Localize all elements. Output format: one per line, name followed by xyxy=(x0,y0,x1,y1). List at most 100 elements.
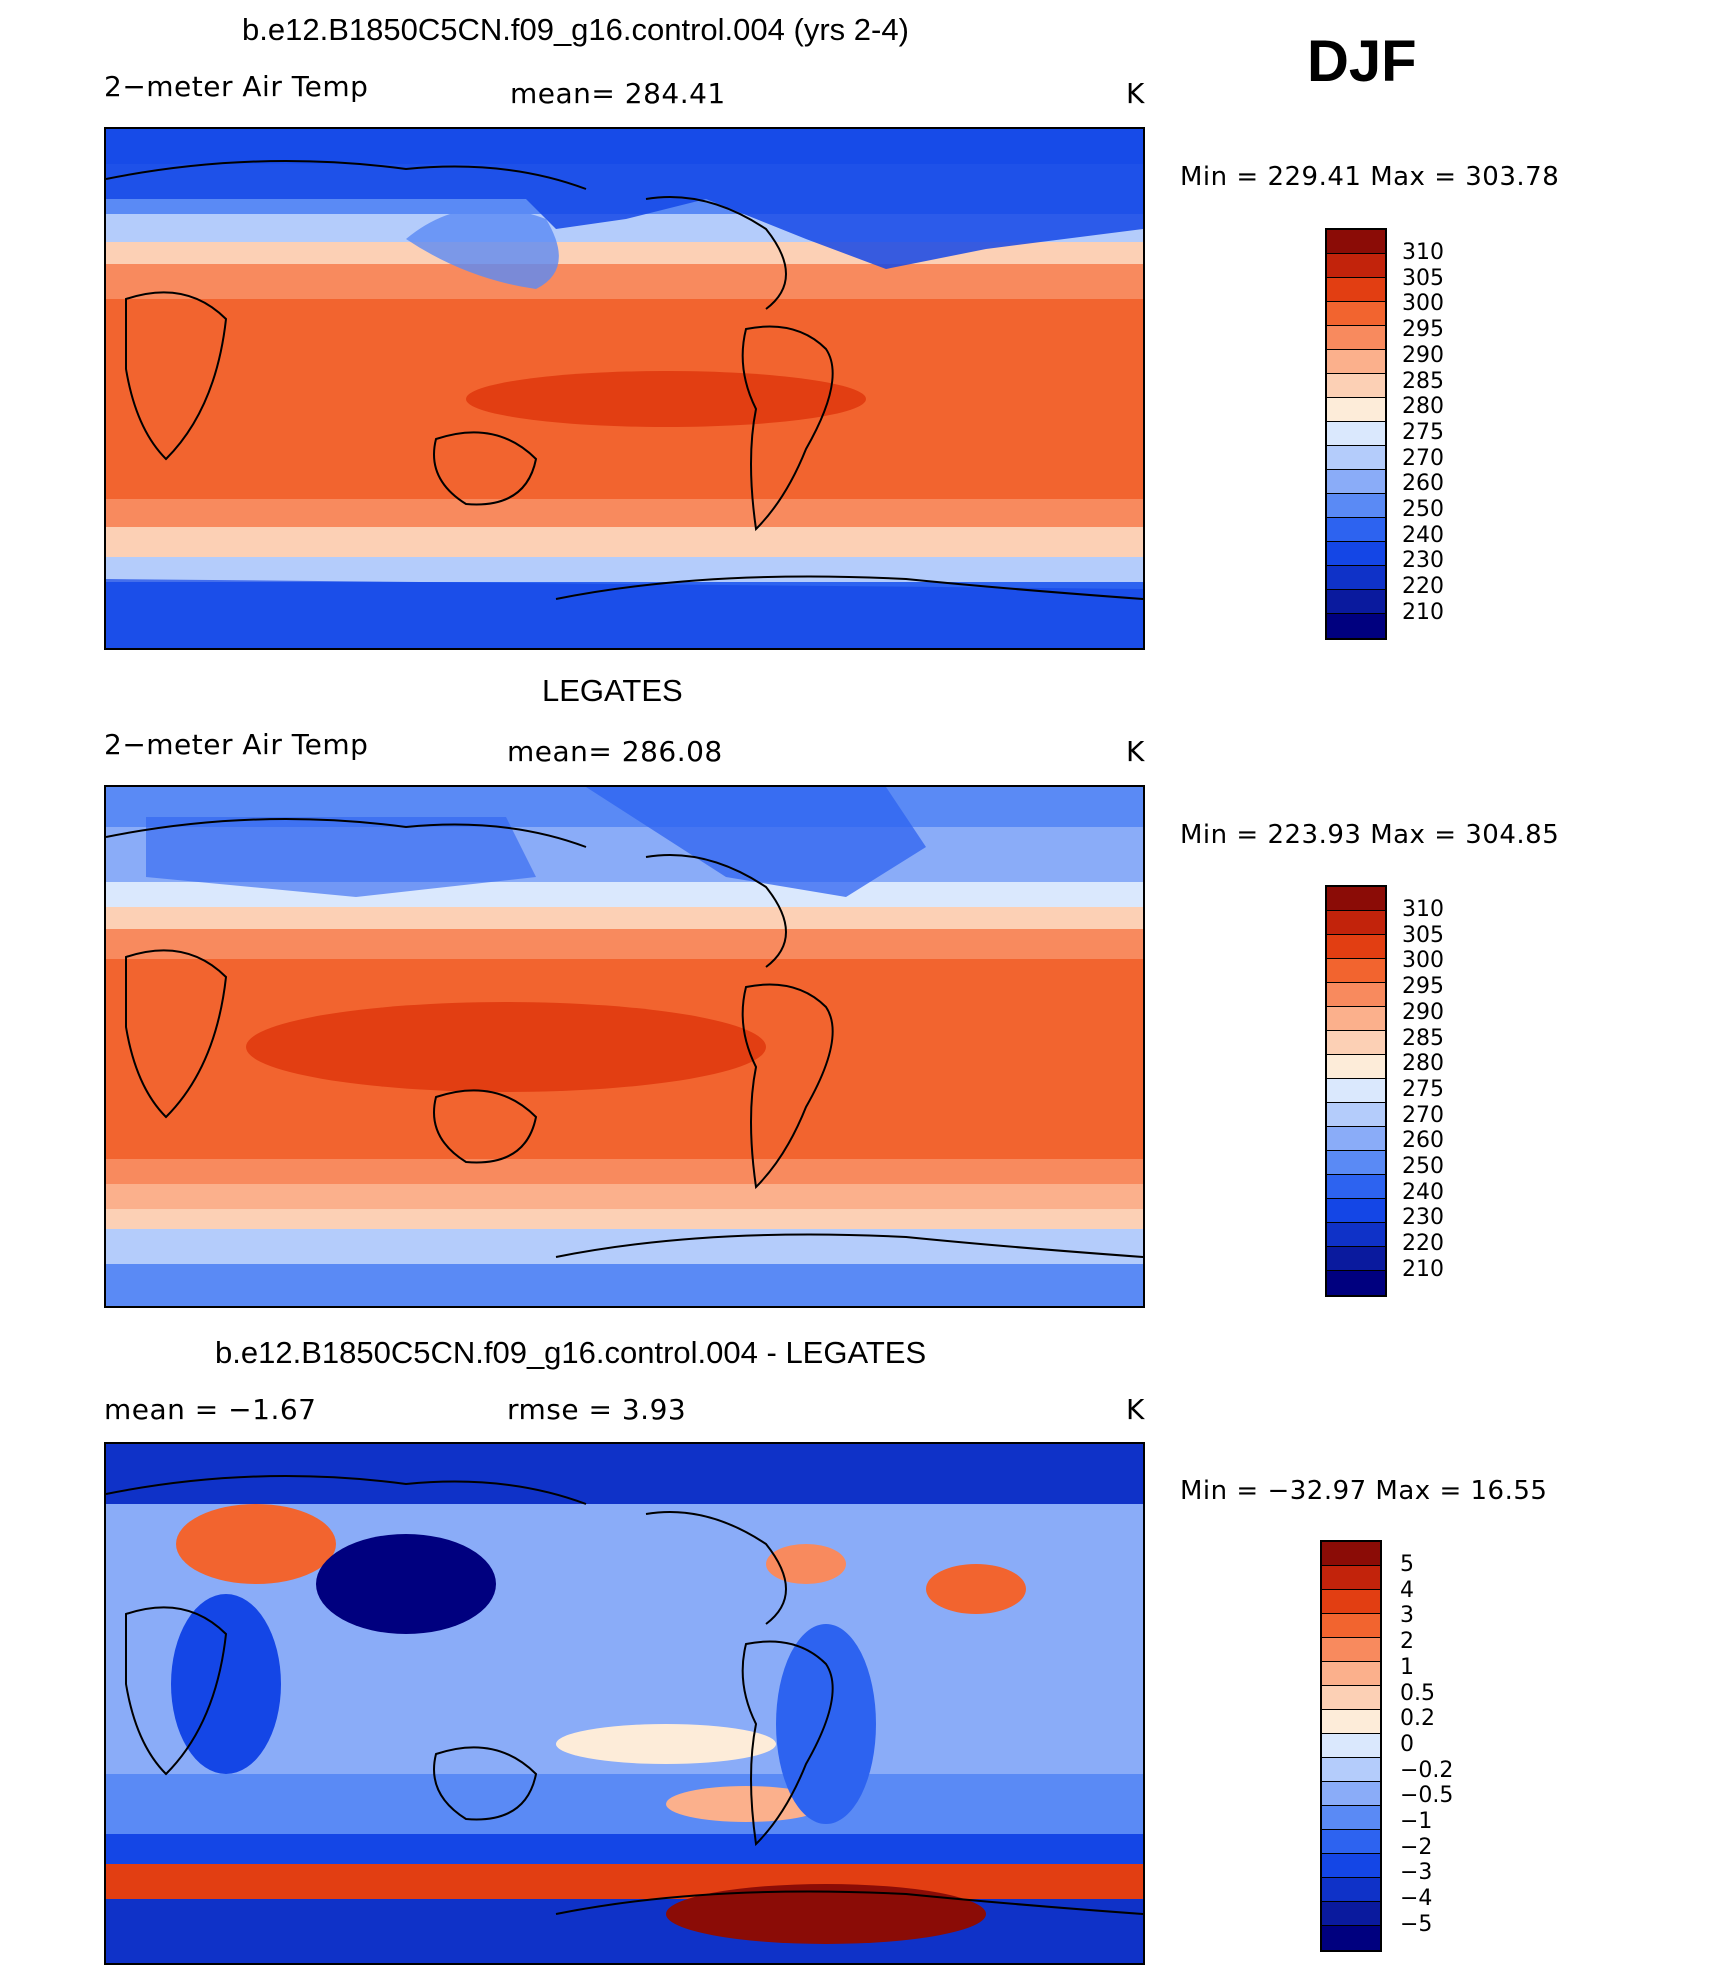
colorbar-swatch xyxy=(1322,1566,1380,1590)
colorbar-swatch xyxy=(1322,1734,1380,1758)
colorbar-swatch xyxy=(1322,1662,1380,1686)
colorbar-swatch xyxy=(1327,983,1385,1007)
panel3-colorbar xyxy=(1320,1540,1382,1952)
colorbar-label: 4 xyxy=(1400,1577,1414,1603)
panel1-colorbar-labels: 310 305 300 295 290 285 280 275 270 260 … xyxy=(1402,240,1482,630)
colorbar-label: 270 xyxy=(1402,1102,1444,1128)
colorbar-label: 250 xyxy=(1402,1154,1444,1179)
panel3-colorbar-labels: 5 4 3 2 1 0.5 0.2 0 −0.2 −0.5 −1 −2 −3 −… xyxy=(1400,1552,1480,1942)
colorbar-swatch xyxy=(1327,887,1385,911)
colorbar-swatch xyxy=(1327,1247,1385,1271)
colorbar-label: 210 xyxy=(1402,1256,1444,1282)
colorbar-swatch xyxy=(1327,1151,1385,1175)
panel1-colorbar xyxy=(1325,228,1387,640)
colorbar-label: −4 xyxy=(1400,1886,1433,1912)
panel2-title: LEGATES xyxy=(542,673,683,708)
colorbar-label: 270 xyxy=(1402,445,1444,471)
colorbar-swatch xyxy=(1322,1782,1380,1806)
colorbar-label: 260 xyxy=(1402,471,1444,497)
colorbar-label: 310 xyxy=(1402,240,1444,265)
colorbar-swatch xyxy=(1327,302,1385,326)
colorbar-swatch xyxy=(1327,1007,1385,1031)
colorbar-swatch xyxy=(1327,542,1385,566)
panel2-units-label: K xyxy=(1126,735,1145,768)
panel3-units-label: K xyxy=(1126,1393,1145,1426)
colorbar-label: 0 xyxy=(1400,1731,1414,1757)
panel1-title: b.e12.B1850C5CN.f09_g16.control.004 (yrs… xyxy=(242,12,909,47)
colorbar-swatch xyxy=(1327,446,1385,470)
colorbar-swatch xyxy=(1327,1103,1385,1127)
colorbar-swatch xyxy=(1322,1590,1380,1614)
colorbar-swatch xyxy=(1327,422,1385,446)
panel1-map xyxy=(104,127,1145,650)
panel3-mean-label: mean = −1.67 xyxy=(104,1393,317,1426)
colorbar-label: 5 xyxy=(1400,1552,1414,1577)
colorbar-label: 0.5 xyxy=(1400,1680,1435,1706)
panel2-map-field xyxy=(106,787,1143,1306)
colorbar-label: 3 xyxy=(1400,1603,1414,1629)
colorbar-label: 295 xyxy=(1402,317,1444,343)
panel1-units-label: K xyxy=(1126,77,1145,110)
panel2-colorbar xyxy=(1325,885,1387,1297)
panel2-colorbar-labels: 310 305 300 295 290 285 280 275 270 260 … xyxy=(1402,897,1482,1287)
colorbar-label: 250 xyxy=(1402,497,1444,522)
colorbar-swatch xyxy=(1322,1758,1380,1782)
colorbar-label: −2 xyxy=(1400,1834,1433,1860)
colorbar-label: 2 xyxy=(1400,1629,1414,1655)
colorbar-swatch xyxy=(1327,1031,1385,1055)
colorbar-swatch xyxy=(1327,230,1385,254)
colorbar-swatch xyxy=(1322,1542,1380,1566)
colorbar-label: 220 xyxy=(1402,574,1444,600)
colorbar-label: 290 xyxy=(1402,342,1444,368)
panel3-rmse-label: rmse = 3.93 xyxy=(507,1393,687,1426)
colorbar-label: 305 xyxy=(1402,922,1444,948)
panel3-map-field xyxy=(106,1444,1143,1963)
colorbar-label: 295 xyxy=(1402,974,1444,1000)
colorbar-swatch xyxy=(1327,1223,1385,1247)
colorbar-label: 1 xyxy=(1400,1654,1414,1680)
panel1-variable-label: 2−meter Air Temp xyxy=(104,70,369,103)
colorbar-swatch xyxy=(1322,1806,1380,1830)
colorbar-label: 230 xyxy=(1402,548,1444,574)
colorbar-swatch xyxy=(1322,1878,1380,1902)
colorbar-swatch xyxy=(1327,935,1385,959)
colorbar-label: −0.2 xyxy=(1400,1757,1454,1783)
colorbar-label: 240 xyxy=(1402,522,1444,548)
panel3-title: b.e12.B1850C5CN.f09_g16.control.004 - LE… xyxy=(215,1335,927,1370)
colorbar-label: 300 xyxy=(1402,291,1444,317)
colorbar-swatch xyxy=(1327,1271,1385,1295)
panel1-mean-label: mean= 284.41 xyxy=(510,77,726,110)
colorbar-swatch xyxy=(1327,350,1385,374)
panel3-minmax: Min = −32.97 Max = 16.55 xyxy=(1180,1476,1548,1506)
colorbar-label: 275 xyxy=(1402,1076,1444,1102)
colorbar-swatch xyxy=(1327,1055,1385,1079)
colorbar-label: 230 xyxy=(1402,1205,1444,1231)
colorbar-label: 210 xyxy=(1402,599,1444,625)
colorbar-label: 280 xyxy=(1402,1051,1444,1077)
colorbar-label: 280 xyxy=(1402,394,1444,420)
colorbar-swatch xyxy=(1322,1638,1380,1662)
colorbar-swatch xyxy=(1327,326,1385,350)
colorbar-swatch xyxy=(1327,1127,1385,1151)
colorbar-swatch xyxy=(1327,254,1385,278)
colorbar-swatch xyxy=(1327,470,1385,494)
colorbar-label: 285 xyxy=(1402,368,1444,394)
colorbar-swatch xyxy=(1327,1079,1385,1103)
colorbar-swatch xyxy=(1322,1854,1380,1878)
colorbar-swatch xyxy=(1327,1199,1385,1223)
colorbar-label: −5 xyxy=(1400,1911,1433,1937)
season-label: DJF xyxy=(1307,29,1417,94)
colorbar-label: −1 xyxy=(1400,1809,1433,1834)
colorbar-label: 220 xyxy=(1402,1231,1444,1257)
panel1-minmax: Min = 229.41 Max = 303.78 xyxy=(1180,162,1560,192)
panel1-map-field xyxy=(106,129,1143,648)
colorbar-swatch xyxy=(1327,959,1385,983)
colorbar-swatch xyxy=(1322,1830,1380,1854)
colorbar-swatch xyxy=(1327,1175,1385,1199)
colorbar-label: 290 xyxy=(1402,999,1444,1025)
colorbar-swatch xyxy=(1322,1926,1380,1950)
colorbar-label: −3 xyxy=(1400,1860,1433,1886)
colorbar-label: 310 xyxy=(1402,897,1444,922)
panel2-variable-label: 2−meter Air Temp xyxy=(104,728,369,761)
colorbar-swatch xyxy=(1327,374,1385,398)
